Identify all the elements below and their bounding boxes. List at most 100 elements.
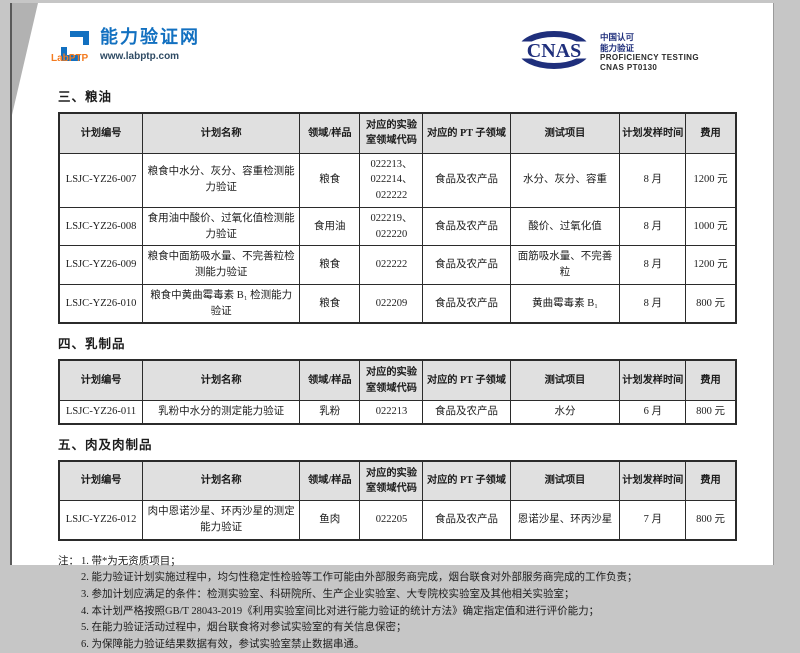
document-page: LabPTP 能力验证网 www.labptp.com CNAS 中国认可 [10,3,774,650]
svg-text:CNAS: CNAS [527,40,581,62]
cell-sampling-time: 8 月 [619,152,687,208]
cell-pt-subfield: 食品及农产品 [422,152,511,208]
table-header-row: 计划编号 计划名称 领域/样品 对应的实验室领域代码 对应的 PT 子领域 测试项目 计划发… [58,112,737,154]
column-header: 对应的实验室领域代码 [359,460,424,502]
cell-lab-code: 022213、022214、022222 [359,152,424,208]
table-row: LSJC-YZ26-011 乳粉中水分的测定能力验证 乳粉 022213 食品及农产品水… [58,399,737,425]
cell-sample: 粮食 [299,283,361,324]
cell-pt-subfield: 食品及农产品 [422,500,511,541]
site-name: 能力验证网 [100,27,200,47]
cell-plan-name: 肉中恩诺沙星、环丙沙星的测定能力验证 [142,500,301,541]
section: 三、粮油 计划编号 计划名称 领域/样品 对应的实验室领域代码 对应的 PT 子领域 测试… [58,86,737,325]
section: 四、乳制品 计划编号 计划名称 领域/样品 对应的实验室领域代码 对应的 PT 子领域测… [58,333,737,425]
page-content: LabPTP 能力验证网 www.labptp.com CNAS 中国认可 [12,3,773,653]
cell-sample: 粮食 [299,245,361,285]
cell-fee: 800 元 [685,399,737,425]
cell-plan-id: LSJC-YZ26-008 [58,206,144,247]
cell-pt-subfield: 食品及农产品 [422,206,511,247]
cell-lab-code: 022219、022220 [359,206,424,247]
cell-test-items: 面筋吸水量、不完善粒 [509,245,621,285]
cell-fee: 1200 元 [685,245,737,285]
column-header: 计划发样时间 [619,460,687,502]
column-header: 计划名称 [142,359,301,401]
note-item: 6. 为保障能力验证结果数据有效，参试实验室禁止数据串通。 [81,638,365,650]
cell-fee: 800 元 [685,500,737,541]
cnas-logo-icon: CNAS [517,31,591,74]
cell-plan-name: 粮食中面筋吸水量、不完善粒检测能力验证 [142,245,301,285]
table-row: LSJC-YZ26-009 粮食中面筋吸水量、不完善粒检测能力验证 粮食 022222… [58,245,737,285]
table-row: LSJC-YZ26-007 粮食中水分、灰分、容重检测能力验证 粮食 022213、0… [58,152,737,208]
column-header: 测试项目 [509,112,621,154]
cell-fee: 1200 元 [685,152,737,208]
cell-sampling-time: 7 月 [619,500,687,541]
column-header: 费用 [685,112,737,154]
column-header: 计划编号 [58,460,144,502]
note-item: 3. 参加计划应满足的条件：检测实验室、科研院所、生产企业实验室、大专院校实验室… [81,588,575,600]
labptp-logo: LabPTP 能力验证网 www.labptp.com [51,27,200,65]
cnas-subtitle: PROFICIENCY TESTING [599,53,699,63]
section: 五、肉及肉制品 计划编号 计划名称 领域/样品 对应的实验室领域代码 对应的 PT 子领… [58,434,737,541]
cell-test-items: 酸价、过氧化值 [509,206,621,247]
column-header: 计划名称 [142,460,301,502]
table-row: LSJC-YZ26-008 食用油中酸价、过氧化值检测能力验证 食用油 022219、… [58,206,737,247]
section-heading: 四、乳制品 [58,337,126,352]
sections: 三、粮油 计划编号 计划名称 领域/样品 对应的实验室领域代码 对应的 PT 子领域 测试… [58,86,737,541]
column-header: 领域/样品 [299,112,361,154]
cell-plan-id: LSJC-YZ26-011 [58,399,144,425]
cell-sample: 粮食 [299,152,361,208]
plan-table: 计划编号 计划名称 领域/样品 对应的实验室领域代码 对应的 PT 子领域 测试项目 计划发… [58,112,737,325]
note-item: 1. 带*为无资质项目； [81,555,181,567]
notes-list: 1. 带*为无资质项目； 2. 能力验证计划实施过程中，均匀性稳定性检验等工作可能… [81,554,737,653]
cell-plan-id: LSJC-YZ26-010 [58,283,144,324]
cnas-accreditation-cn-1: 中国认可 [599,31,634,42]
cell-fee: 800 元 [685,283,737,324]
column-header: 测试项目 [509,460,621,502]
table-header-row: 计划编号 计划名称 领域/样品 对应的实验室领域代码 对应的 PT 子领域 测试项目 计划发… [58,359,737,401]
cell-test-items: 水分 [509,399,621,425]
column-header: 计划发样时间 [619,359,687,401]
column-header: 对应的 PT 子领域 [422,460,511,502]
labptp-names: 能力验证网 www.labptp.com [100,27,200,62]
section-heading: 五、肉及肉制品 [58,437,153,452]
cell-pt-subfield: 食品及农产品 [422,283,511,324]
cell-lab-code: 022205 [359,500,424,541]
cell-sampling-time: 8 月 [619,245,687,285]
column-header: 计划名称 [142,112,301,154]
cell-pt-subfield: 食品及农产品 [422,399,511,425]
cell-sample: 食用油 [299,206,361,247]
cell-lab-code: 022213 [359,399,424,425]
cell-test-items: 黄曲霉毒素 B₁ [509,283,621,324]
cell-plan-id: LSJC-YZ26-007 [58,152,144,208]
notes: 注： 1. 带*为无资质项目； 2. 能力验证计划实施过程中，均匀性稳定性检验等工… [58,554,737,653]
column-header: 对应的 PT 子领域 [422,112,511,154]
column-header: 对应的 PT 子领域 [422,359,511,401]
cell-sample: 乳粉 [299,399,361,425]
labptp-brand-text: LabPTP [51,53,89,64]
document-header: LabPTP 能力验证网 www.labptp.com CNAS 中国认可 [51,27,737,77]
note-item: 5. 在能力验证活动过程中，烟台联食将对参试实验室的有关信息保密； [81,622,407,634]
column-header: 计划编号 [58,112,144,154]
column-header: 对应的实验室领域代码 [359,112,424,154]
cell-sample: 鱼肉 [299,500,361,541]
plan-table: 计划编号 计划名称 领域/样品 对应的实验室领域代码 对应的 PT 子领域 测试项目 计划发… [58,459,737,541]
column-header: 对应的实验室领域代码 [359,359,424,401]
cell-plan-id: LSJC-YZ26-012 [58,500,144,541]
cell-plan-name: 乳粉中水分的测定能力验证 [142,399,301,425]
site-url: www.labptp.com [100,50,180,62]
cell-lab-code: 022209 [359,283,424,324]
cell-sampling-time: 8 月 [619,206,687,247]
cell-test-items: 恩诺沙星、环丙沙星 [509,500,621,541]
cell-plan-name: 食用油中酸价、过氧化值检测能力验证 [142,206,301,247]
column-header: 计划编号 [58,359,144,401]
cnas-code: CNAS PT0130 [599,63,658,73]
cell-sampling-time: 6 月 [619,399,687,425]
cell-lab-code: 022222 [359,245,424,285]
column-header: 测试项目 [509,359,621,401]
note-item: 2. 能力验证计划实施过程中，均匀性稳定性检验等工作可能由外部服务商完成，烟台联… [81,572,638,584]
labptp-logo-icon: LabPTP [51,29,92,65]
cell-sampling-time: 8 月 [619,283,687,324]
cnas-logo: CNAS 中国认可 能力验证 PROFICIENCY TESTING CNAS … [517,31,699,74]
plan-table: 计划编号 计划名称 领域/样品 对应的实验室领域代码 对应的 PT 子领域 测试项目 计划发… [58,359,737,425]
table-row: LSJC-YZ26-012 肉中恩诺沙星、环丙沙星的测定能力验证 鱼肉 022205 食… [58,500,737,541]
table-row: LSJC-YZ26-010 粮食中黄曲霉毒素 B₁ 检测能力验证 粮食 022209 食… [58,283,737,324]
